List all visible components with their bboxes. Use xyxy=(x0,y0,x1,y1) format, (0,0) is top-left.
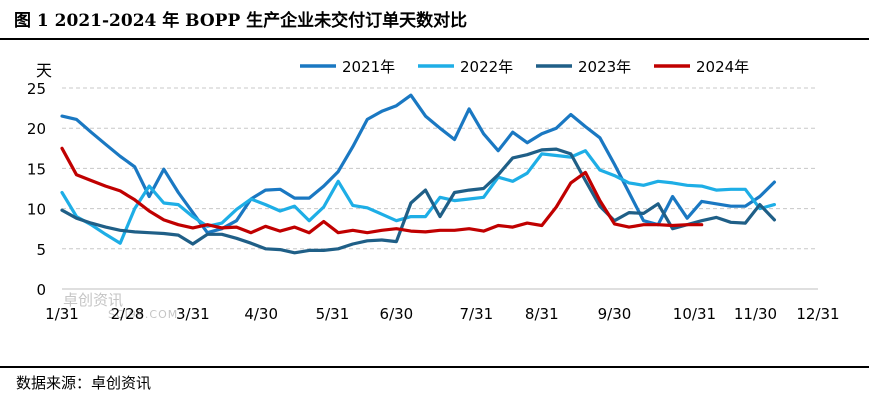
y-tick-label: 5 xyxy=(36,241,46,259)
x-tick-label: 11/30 xyxy=(734,305,777,323)
data-source: 数据来源：卓创资讯 xyxy=(16,374,152,392)
y-tick-label: 25 xyxy=(27,80,46,98)
line-chart: 0 5 10 15 20 25 1/31 2/28 3/31 4/30 5/31 6/30 7/31 8/… xyxy=(27,58,840,323)
x-tick-label: 8/31 xyxy=(525,305,559,323)
x-tick-label: 5/31 xyxy=(316,305,350,323)
y-tick-label: 15 xyxy=(27,160,46,178)
x-tick-label: 6/30 xyxy=(380,305,414,323)
x-tick-label: 3/31 xyxy=(176,305,210,323)
y-tick-label: 10 xyxy=(27,201,46,219)
title-rule xyxy=(0,38,869,40)
axes: 0 5 10 15 20 25 1/31 2/28 3/31 4/30 5/31 6/30 7/31 8/… xyxy=(27,80,840,323)
x-tick-label: 1/31 xyxy=(45,305,79,323)
x-tick-label: 2/28 xyxy=(111,305,145,323)
series-lines xyxy=(60,93,776,255)
watermark-main: 卓创资讯 xyxy=(63,291,124,309)
y-tick-label: 0 xyxy=(36,281,46,299)
x-tick-label: 7/31 xyxy=(460,305,494,323)
series-line-2022年 xyxy=(60,149,776,245)
x-tick-label: 4/30 xyxy=(244,305,278,323)
legend-label: 2023年 xyxy=(578,58,631,76)
series-line-2024年 xyxy=(60,146,704,235)
y-axis-label: 天 xyxy=(36,61,52,80)
watermark: 卓创资讯 SCI99.COM xyxy=(63,292,178,321)
legend-label: 2022年 xyxy=(460,58,513,76)
x-tick-label: 12/31 xyxy=(796,305,839,323)
gridlines xyxy=(62,87,818,250)
series-line-2023年 xyxy=(60,147,776,255)
legend: 2021年 2022年 2023年 2024年 xyxy=(300,58,749,76)
figure-title: 图 1 2021-2024 年 BOPP 生产企业未交付订单天数对比 xyxy=(14,11,468,31)
legend-label: 2024年 xyxy=(696,58,749,76)
x-tick-label: 9/30 xyxy=(598,305,632,323)
series-line-2021年 xyxy=(60,93,776,235)
x-tick-label: 10/31 xyxy=(673,305,716,323)
source-rule xyxy=(0,366,869,368)
legend-label: 2021年 xyxy=(342,58,395,76)
watermark-sub: SCI99.COM xyxy=(108,307,179,321)
y-tick-label: 20 xyxy=(27,120,46,138)
